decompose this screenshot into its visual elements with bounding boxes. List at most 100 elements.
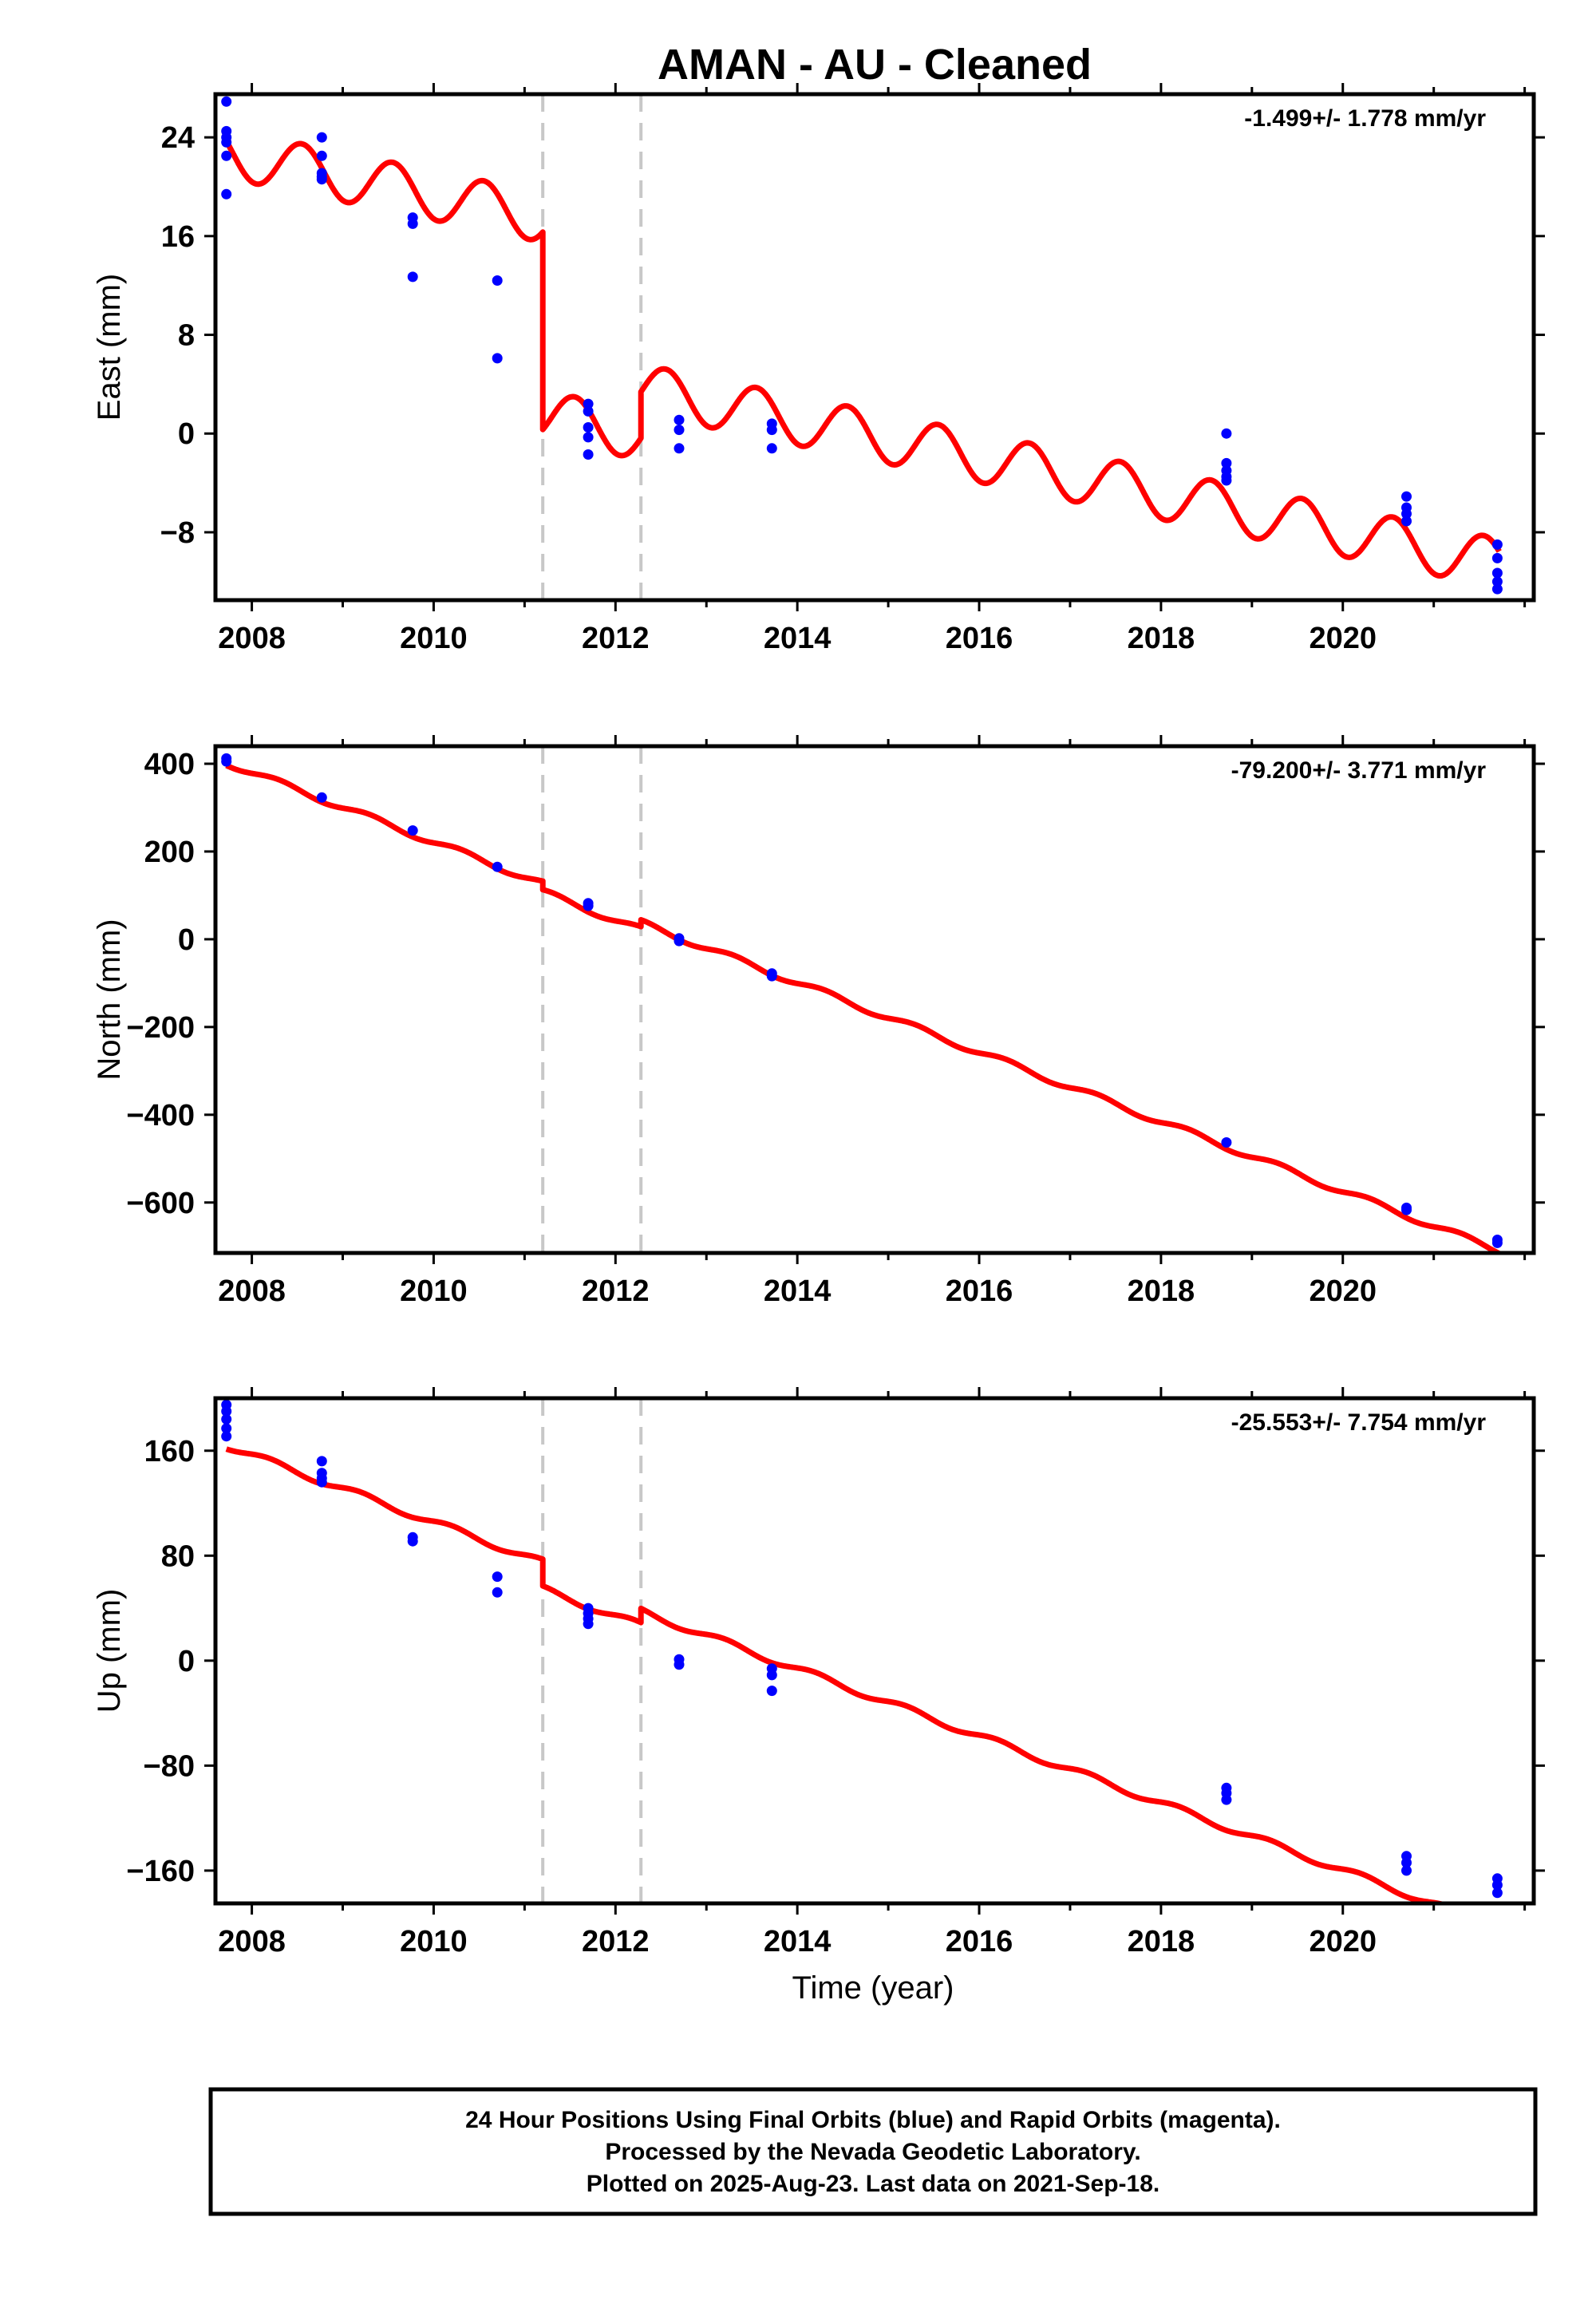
east-data-point-35	[1401, 516, 1412, 527]
east-data-point-32	[1401, 491, 1412, 502]
panel-up: 2008 2010 2012 2014 2016 2018 2020 160 80 0 −80 −16…	[92, 1387, 1545, 1958]
east-data-point-6	[316, 132, 327, 143]
north-x-tick-label-2016: 2016	[946, 1275, 1013, 1308]
panels: 2008 2010 2012 2014 2016 2018 2020241680−8East…	[92, 83, 1545, 1958]
chart-title: AMAN - AU - Cleaned	[658, 41, 1092, 89]
north-y-tick-label--200: −200	[126, 1011, 195, 1045]
up-model-line	[224, 1446, 1450, 1903]
east-data-point-20	[583, 449, 594, 460]
up-data-point-12	[492, 1587, 503, 1598]
up-data-point-21	[766, 1686, 777, 1697]
panel-north: 2008 2010 2012 2014 2016 2018 2020 400 200 0 −200 −…	[92, 735, 1545, 1308]
north-data-point-6	[583, 900, 594, 911]
north-y-axis-label: North (mm)	[92, 919, 127, 1080]
east-data-point-3	[221, 136, 232, 148]
north-data-point-11	[1221, 1137, 1232, 1148]
east-data-point-27	[1221, 428, 1232, 439]
east-data-point-21	[674, 414, 685, 425]
east-data-point-17	[583, 405, 594, 417]
east-x-tick-label-2008: 2008	[218, 622, 286, 655]
north-data-point-13	[1401, 1204, 1412, 1215]
east-y-tick-label-0: 0	[178, 417, 195, 451]
east-x-tick-label-2018: 2018	[1128, 622, 1195, 655]
north-data-point-2	[316, 792, 327, 803]
east-data-point-7	[316, 150, 327, 161]
north-data-point-4	[492, 861, 503, 872]
up-data-point-3	[221, 1423, 232, 1434]
up-x-tick-label-2020: 2020	[1309, 1925, 1377, 1958]
north-data-point-1	[221, 756, 232, 767]
north-x-tick-label-2010: 2010	[400, 1275, 468, 1308]
up-x-tick-label-2018: 2018	[1128, 1925, 1195, 1958]
east-data-point-34	[1401, 508, 1412, 520]
east-data-point-12	[407, 218, 418, 229]
north-x-tick-label-2020: 2020	[1309, 1275, 1377, 1308]
up-x-tick-label-2010: 2010	[400, 1925, 468, 1958]
east-x-tick-label-2012: 2012	[582, 622, 650, 655]
east-data-point-26	[766, 443, 777, 454]
east-data-point-31	[1221, 475, 1232, 486]
up-data-point-10	[407, 1535, 418, 1547]
up-data-point-11	[492, 1571, 503, 1583]
east-data-point-5	[221, 188, 232, 200]
east-data-point-16	[583, 398, 594, 409]
north-data-point-8	[674, 935, 685, 947]
up-x-tick-label-2014: 2014	[764, 1925, 832, 1958]
up-data-point-8	[316, 1476, 327, 1488]
north-x-tick-label-2012: 2012	[582, 1275, 650, 1308]
north-y-tick-label--400: −400	[126, 1099, 195, 1132]
east-y-tick-label--8: −8	[160, 516, 195, 550]
north-y-tick-label--600: −600	[126, 1187, 195, 1220]
up-rate-label: -25.553+/- 7.754 mm/yr	[1231, 1409, 1487, 1436]
east-data-point-18	[583, 422, 594, 433]
east-data-point-19	[583, 432, 594, 443]
north-data-point-3	[407, 825, 418, 836]
north-model-line	[224, 762, 1502, 1253]
east-plot-frame	[213, 92, 1536, 603]
up-data-point-20	[766, 1670, 777, 1681]
east-x-tick-label-2010: 2010	[400, 622, 468, 655]
east-data-point-14	[492, 275, 503, 286]
north-x-tick-label-2008: 2008	[218, 1275, 286, 1308]
east-y-tick-label-24: 24	[161, 121, 195, 155]
east-data-point-36	[1491, 539, 1503, 550]
north-data-point-10	[766, 970, 777, 982]
up-data-point-16	[583, 1618, 594, 1630]
north-plot-frame	[213, 744, 1536, 1255]
up-data-point-29	[1491, 1879, 1503, 1891]
east-data-point-0	[221, 96, 232, 107]
east-x-tick-label-2014: 2014	[764, 622, 832, 655]
east-data-point-39	[1491, 576, 1503, 587]
north-x-tick-label-2018: 2018	[1128, 1275, 1195, 1308]
north-y-tick-label-200: 200	[144, 836, 195, 869]
footer-box	[208, 2087, 1538, 2216]
east-model-line	[223, 140, 1502, 579]
east-data-point-40	[1491, 583, 1503, 595]
east-y-tick-label-8: 8	[178, 319, 195, 353]
east-data-point-23	[674, 443, 685, 454]
north-y-tick-label-0: 0	[178, 923, 195, 957]
east-rate-label: -1.499+/- 1.778 mm/yr	[1244, 105, 1486, 132]
up-data-point-4	[221, 1431, 232, 1442]
up-data-point-26	[1401, 1857, 1412, 1868]
north-y-tick-label-400: 400	[144, 748, 195, 781]
east-y-tick-label-16: 16	[161, 220, 195, 254]
east-x-tick-label-2016: 2016	[946, 622, 1013, 655]
up-y-tick-label--80: −80	[144, 1749, 195, 1783]
up-data-point-18	[674, 1659, 685, 1670]
east-data-point-28	[1221, 457, 1232, 468]
east-data-point-22	[674, 425, 685, 436]
footer-line-3: Plotted on 2025-Aug-23. Last data on 202…	[587, 2171, 1160, 2197]
footer-line-2: Processed by the Nevada Geodetic Laborat…	[605, 2139, 1140, 2165]
east-x-tick-label-2020: 2020	[1309, 622, 1377, 655]
up-x-tick-label-2012: 2012	[582, 1925, 650, 1958]
up-plot-frame	[213, 1396, 1536, 1906]
east-data-point-37	[1491, 552, 1503, 563]
east-data-point-38	[1491, 567, 1503, 579]
footer-line-1: 24 Hour Positions Using Final Orbits (bl…	[465, 2107, 1281, 2133]
up-x-tick-label-2008: 2008	[218, 1925, 286, 1958]
east-data-point-10	[316, 174, 327, 185]
up-y-axis-label: Up (mm)	[92, 1589, 127, 1713]
